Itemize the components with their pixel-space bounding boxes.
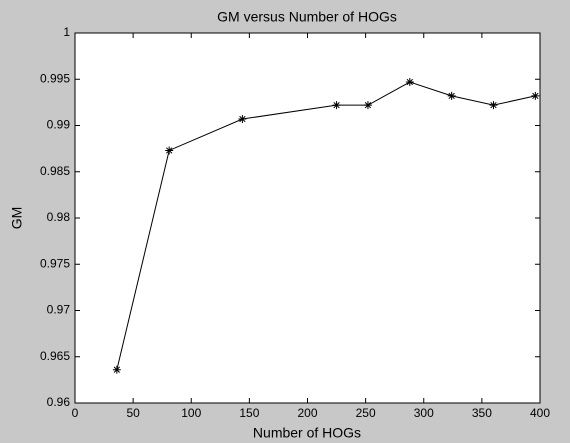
y-axis-label: GM [9,207,25,230]
point-marker [405,78,414,87]
x-tick-label: 0 [72,406,79,420]
y-tick-label: 0.975 [40,256,70,270]
y-tick-label: 0.99 [47,118,71,132]
x-tick-label: 100 [181,406,201,420]
x-tick-label: 350 [472,406,492,420]
y-tick-label: 0.965 [40,349,70,363]
y-tick-label: 1 [63,25,70,39]
x-tick-label: 300 [414,406,434,420]
y-tick-label: 0.98 [47,210,71,224]
x-tick-label: 250 [356,406,376,420]
y-tick-label: 0.97 [47,303,71,317]
point-marker [112,365,121,374]
x-tick-label: 400 [530,406,550,420]
plot-area [74,32,541,404]
x-axis-label: Number of HOGs [253,425,361,441]
point-marker [238,115,247,124]
x-tick-label: 200 [297,406,317,420]
x-tick-label: 50 [126,406,140,420]
point-marker [489,101,498,110]
point-marker [447,91,456,100]
chart-title: GM versus Number of HOGs [217,9,397,25]
point-marker [531,91,540,100]
y-tick-label: 0.995 [40,71,70,85]
point-marker [332,101,341,110]
point-marker [363,101,372,110]
y-tick-label: 0.985 [40,164,70,178]
point-marker [165,146,174,155]
y-tick-label: 0.96 [47,395,71,409]
x-tick-label: 150 [239,406,259,420]
